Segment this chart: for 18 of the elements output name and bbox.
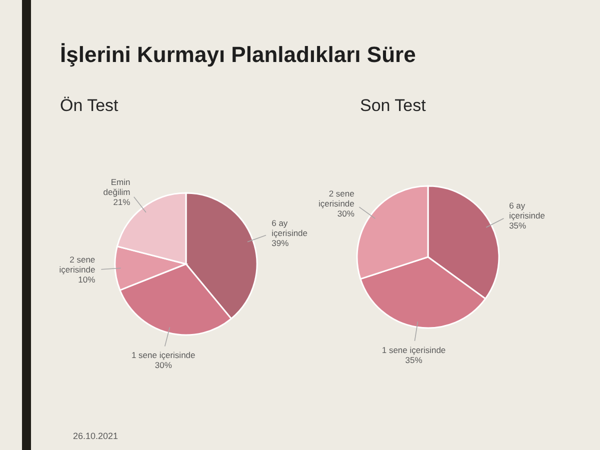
text: 26.10.2021 [73, 431, 118, 441]
slice-label: 2 sene içerisinde [59, 254, 96, 275]
data-label: 39% [272, 238, 290, 248]
slice-label: 6 ay içerisinde [509, 200, 546, 221]
slice-label: Emin değilim [103, 177, 130, 198]
data-label: 10% [78, 274, 96, 285]
slice-label: 2 sene içerisinde [318, 188, 355, 209]
data-label: 30% [154, 360, 172, 370]
data-label: 35% [509, 220, 527, 231]
chart-title: İşlerini Kurmayı Planladıkları Süre [60, 42, 416, 68]
slice-label: 6 ay içerisinde [272, 218, 308, 238]
slice-label: 1 sene içerisinde [131, 350, 196, 360]
data-label: 35% [405, 354, 423, 365]
chart-subtitle: Ön Test [60, 96, 118, 116]
data-label: 21% [113, 197, 131, 208]
data-label: 30% [337, 208, 355, 219]
chart-subtitle: Son Test [360, 96, 426, 116]
slice-label: 1 sene içerisinde [382, 344, 446, 355]
